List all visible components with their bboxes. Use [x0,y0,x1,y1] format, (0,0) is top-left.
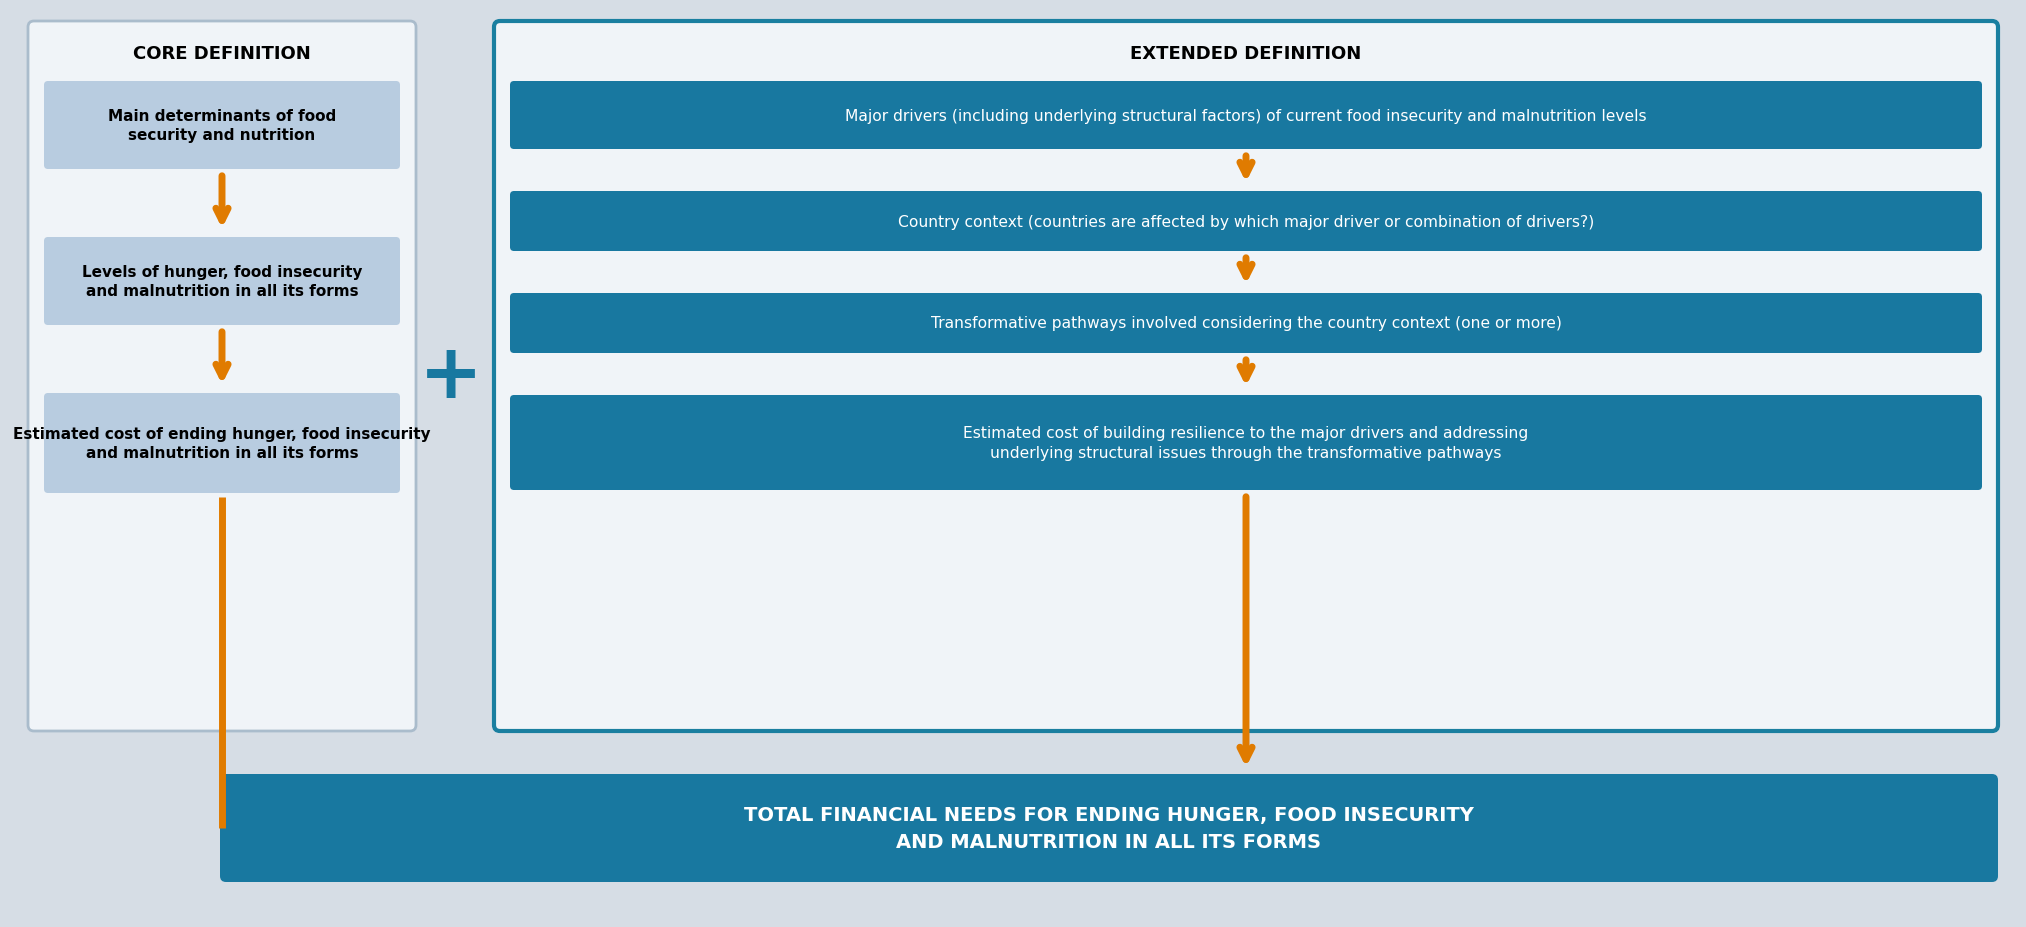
FancyBboxPatch shape [511,294,1981,353]
FancyBboxPatch shape [511,82,1981,150]
FancyBboxPatch shape [511,396,1981,490]
Text: Estimated cost of building resilience to the major drivers and addressing
underl: Estimated cost of building resilience to… [964,425,1530,461]
Text: Country context (countries are affected by which major driver or combination of : Country context (countries are affected … [898,214,1594,229]
FancyBboxPatch shape [45,82,399,170]
Text: EXTENDED DEFINITION: EXTENDED DEFINITION [1131,44,1361,63]
Text: Estimated cost of ending hunger, food insecurity
and malnutrition in all its for: Estimated cost of ending hunger, food in… [14,426,432,461]
Text: TOTAL FINANCIAL NEEDS FOR ENDING HUNGER, FOOD INSECURITY
AND MALNUTRITION IN ALL: TOTAL FINANCIAL NEEDS FOR ENDING HUNGER,… [744,806,1475,851]
Text: Major drivers (including underlying structural factors) of current food insecuri: Major drivers (including underlying stru… [845,108,1647,123]
FancyBboxPatch shape [221,774,1998,883]
FancyBboxPatch shape [28,22,415,731]
Text: Main determinants of food
security and nutrition: Main determinants of food security and n… [107,108,336,144]
Text: +: + [419,339,482,413]
Text: Levels of hunger, food insecurity
and malnutrition in all its forms: Levels of hunger, food insecurity and ma… [81,264,363,299]
FancyBboxPatch shape [511,192,1981,252]
FancyBboxPatch shape [494,22,1998,731]
FancyBboxPatch shape [45,237,399,325]
FancyBboxPatch shape [45,394,399,493]
Text: Transformative pathways involved considering the country context (one or more): Transformative pathways involved conside… [930,316,1562,331]
Text: CORE DEFINITION: CORE DEFINITION [134,44,310,63]
